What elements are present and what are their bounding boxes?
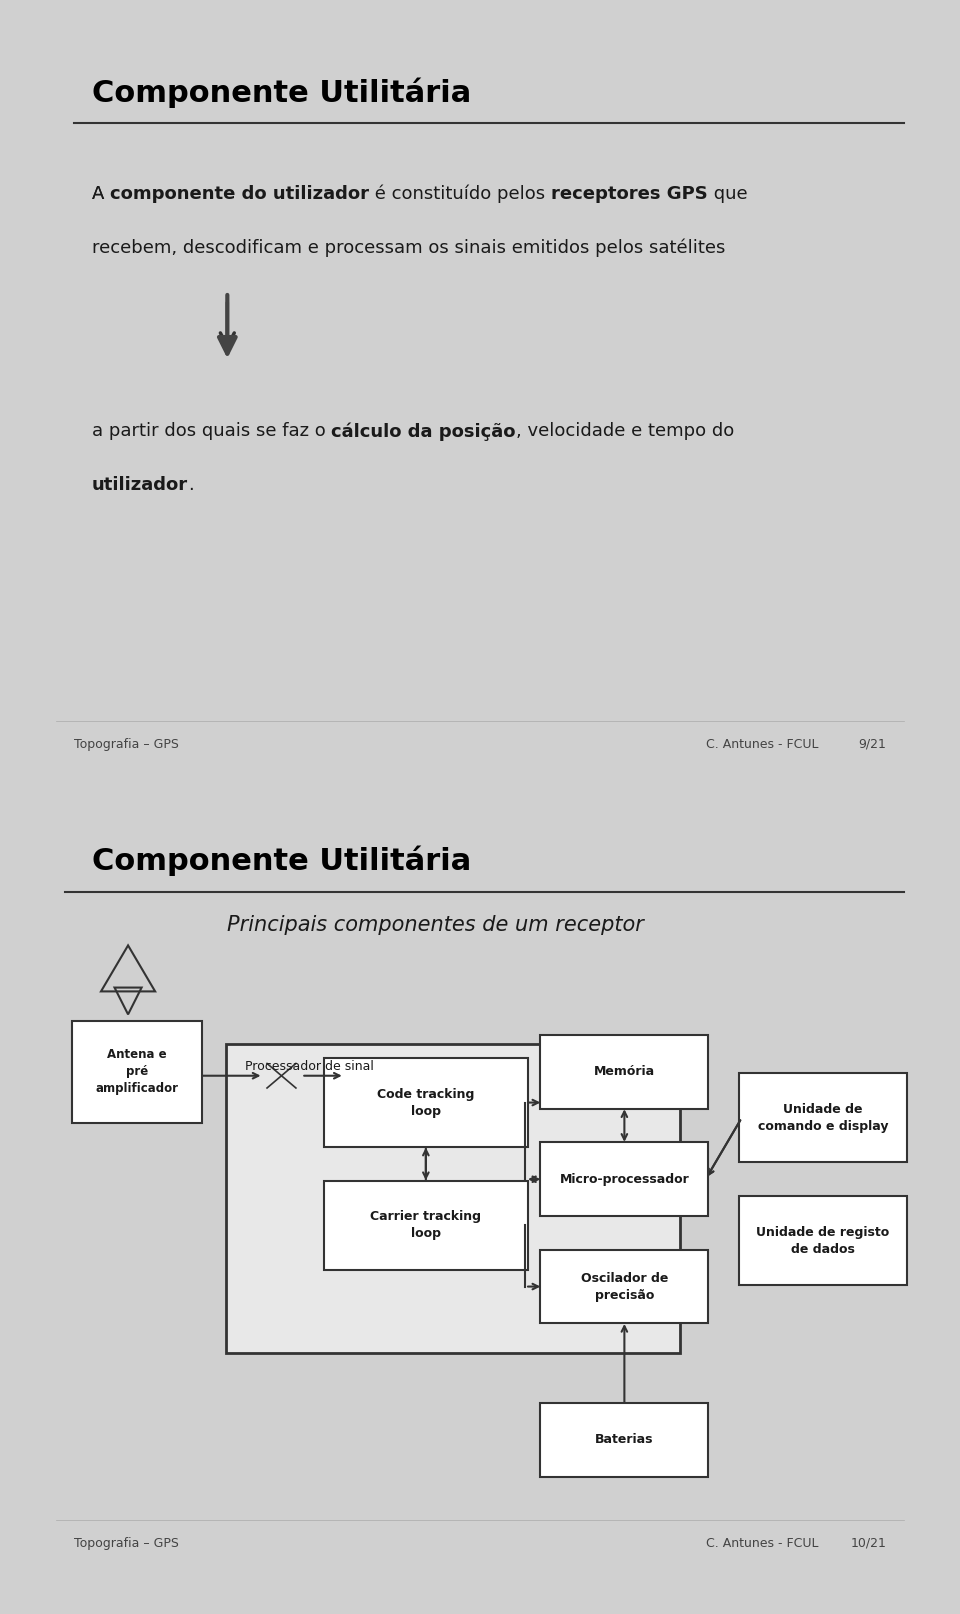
Text: Oscilador de
precisão: Oscilador de precisão (581, 1272, 668, 1301)
Text: C. Antunes - FCUL: C. Antunes - FCUL (706, 738, 818, 751)
Text: Topografia – GPS: Topografia – GPS (74, 738, 179, 751)
FancyBboxPatch shape (540, 1035, 708, 1109)
FancyBboxPatch shape (739, 1196, 907, 1285)
Text: cálculo da posição: cálculo da posição (331, 423, 516, 441)
Text: Code tracking
loop: Code tracking loop (377, 1088, 474, 1117)
Text: , velocidade e tempo do: , velocidade e tempo do (516, 423, 734, 441)
Text: Carrier tracking
loop: Carrier tracking loop (371, 1210, 481, 1240)
FancyBboxPatch shape (72, 1020, 202, 1123)
Text: A: A (92, 184, 110, 203)
Text: componente do utilizador: componente do utilizador (110, 184, 369, 203)
Text: Baterias: Baterias (595, 1433, 654, 1446)
FancyBboxPatch shape (540, 1143, 708, 1215)
Text: é constituído pelos: é constituído pelos (369, 184, 551, 203)
Text: recebem, descodificam e processam os sinais emitidos pelos satélites: recebem, descodificam e processam os sin… (92, 239, 726, 257)
Text: utilizador: utilizador (92, 476, 188, 494)
Text: .: . (188, 476, 194, 494)
Text: a partir dos quais se faz o: a partir dos quais se faz o (92, 423, 331, 441)
Text: que: que (708, 184, 747, 203)
Text: Antena e
pré
amplificador: Antena e pré amplificador (96, 1049, 179, 1096)
Text: Topografia – GPS: Topografia – GPS (74, 1537, 179, 1549)
Text: Unidade de registo
de dados: Unidade de registo de dados (756, 1225, 890, 1256)
FancyBboxPatch shape (540, 1249, 708, 1323)
Text: Componente Utilitária: Componente Utilitária (92, 77, 471, 108)
FancyBboxPatch shape (226, 1044, 681, 1353)
Text: Memória: Memória (594, 1065, 655, 1078)
FancyBboxPatch shape (324, 1181, 528, 1270)
FancyBboxPatch shape (540, 1403, 708, 1477)
Text: C. Antunes - FCUL: C. Antunes - FCUL (706, 1537, 818, 1549)
Text: A: A (92, 184, 110, 203)
Text: receptores GPS: receptores GPS (551, 184, 708, 203)
Text: Processador de sinal: Processador de sinal (246, 1060, 374, 1073)
Text: Unidade de
comando e display: Unidade de comando e display (757, 1102, 888, 1133)
Text: 9/21: 9/21 (858, 738, 886, 751)
Text: Micro-processador: Micro-processador (560, 1173, 689, 1186)
FancyBboxPatch shape (739, 1073, 907, 1162)
Text: Componente Utilitária: Componente Utilitária (92, 846, 471, 876)
Text: Principais componentes de um receptor: Principais componentes de um receptor (228, 915, 644, 935)
FancyBboxPatch shape (324, 1059, 528, 1148)
Text: 10/21: 10/21 (851, 1537, 886, 1549)
